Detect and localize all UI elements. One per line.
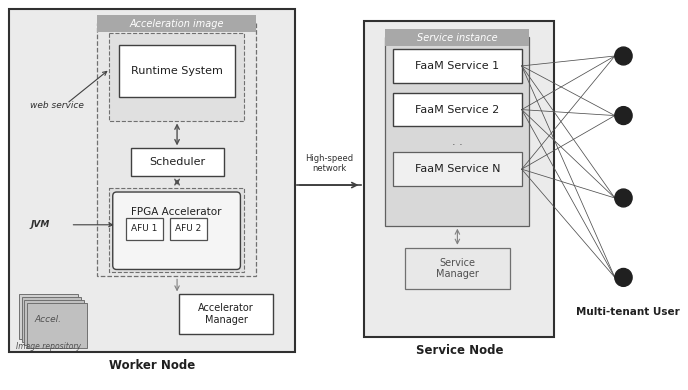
Text: Multi-tenant User: Multi-tenant User: [577, 307, 680, 317]
Text: FaaM Service 1: FaaM Service 1: [416, 61, 499, 71]
Text: FaaM Service N: FaaM Service N: [415, 164, 500, 174]
Text: FPGA Accelerator: FPGA Accelerator: [131, 207, 222, 217]
Bar: [393, 49, 522, 83]
Bar: [98, 23, 256, 277]
Bar: [171, 218, 207, 240]
Text: Service Node: Service Node: [416, 344, 503, 357]
Text: Scheduler: Scheduler: [149, 157, 206, 167]
FancyBboxPatch shape: [113, 192, 240, 269]
Text: High-speed
network: High-speed network: [305, 154, 353, 173]
Text: Image repository: Image repository: [16, 342, 81, 351]
Text: Service instance: Service instance: [417, 33, 497, 43]
Bar: [364, 21, 555, 337]
Text: . .: . .: [452, 137, 463, 147]
Circle shape: [615, 189, 632, 207]
Bar: [98, 15, 256, 32]
Bar: [385, 29, 529, 46]
Text: FaaM Service 2: FaaM Service 2: [416, 105, 499, 115]
Text: Worker Node: Worker Node: [109, 359, 195, 372]
Bar: [393, 152, 522, 186]
Circle shape: [615, 47, 632, 65]
Text: Service
Manager: Service Manager: [436, 258, 479, 279]
Text: web service: web service: [30, 101, 84, 110]
Bar: [131, 148, 224, 176]
Bar: [393, 93, 522, 126]
Text: Accel.: Accel.: [35, 315, 62, 324]
Bar: [109, 33, 244, 121]
Bar: [28, 303, 87, 348]
Text: AFU 1: AFU 1: [131, 224, 158, 233]
Bar: [385, 37, 529, 226]
Text: Acceleration image: Acceleration image: [129, 19, 224, 29]
Text: Accelerator
Manager: Accelerator Manager: [198, 303, 254, 325]
Bar: [126, 218, 162, 240]
Bar: [21, 297, 81, 342]
Text: Runtime System: Runtime System: [131, 66, 222, 76]
Circle shape: [615, 106, 632, 124]
Circle shape: [615, 268, 632, 286]
Bar: [405, 248, 510, 289]
Text: JVM: JVM: [30, 220, 50, 229]
Bar: [25, 300, 84, 345]
Bar: [118, 45, 235, 97]
Bar: [109, 188, 244, 273]
Bar: [179, 294, 273, 334]
Bar: [19, 294, 78, 339]
Text: AFU 2: AFU 2: [175, 224, 202, 233]
Bar: [9, 9, 295, 352]
